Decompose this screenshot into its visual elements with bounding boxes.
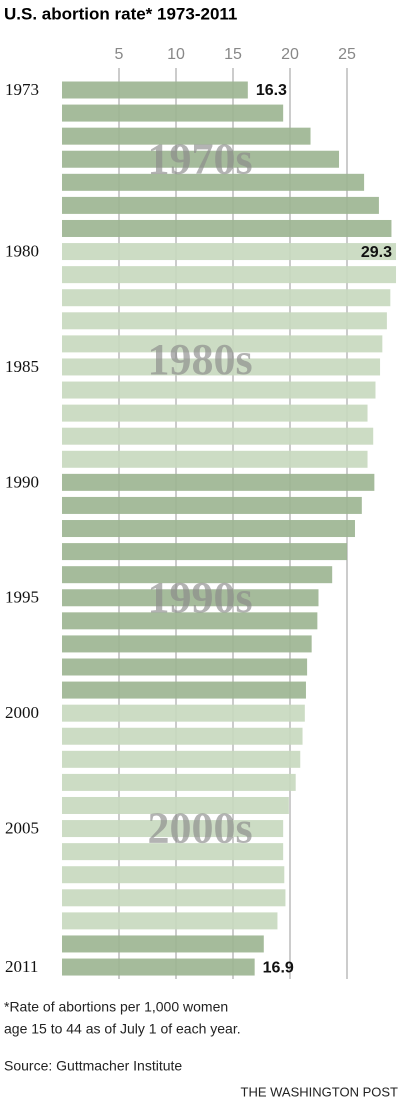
- bar: [62, 219, 392, 237]
- bar: [62, 473, 375, 491]
- y-tick-label: 1980: [5, 241, 39, 260]
- bar: [62, 520, 355, 538]
- bar: [62, 704, 305, 722]
- x-tick-label: 10: [167, 46, 185, 63]
- bar: [62, 912, 278, 930]
- x-tick-label: 5: [115, 46, 124, 63]
- decade-label: 1980s: [147, 335, 252, 384]
- bar: [62, 450, 368, 468]
- bar: [62, 750, 301, 768]
- y-tick-label: 2000: [5, 703, 39, 722]
- bar: [62, 681, 306, 699]
- bar: [62, 127, 311, 145]
- bar: [62, 173, 365, 191]
- value-label: 16.9: [263, 959, 294, 976]
- credit: THE WASHINGTON POST: [241, 1084, 399, 1099]
- source: Source: Guttmacher Institute: [4, 1058, 182, 1074]
- y-tick-label: 1995: [5, 588, 39, 607]
- bar: [62, 196, 379, 214]
- value-label: 16.3: [256, 82, 287, 99]
- bar: [62, 958, 255, 976]
- y-tick-label: 2005: [5, 818, 39, 837]
- bar: [62, 658, 308, 676]
- bar: [62, 404, 368, 422]
- y-tick-label: 1973: [5, 80, 39, 99]
- bar: [62, 427, 374, 445]
- value-label: 29.3: [361, 244, 392, 261]
- bar: [62, 335, 383, 353]
- y-tick-label: 1990: [5, 472, 39, 491]
- bar: [62, 635, 312, 653]
- bar: [62, 289, 391, 307]
- decade-label: 1970s: [147, 134, 252, 183]
- bar: [62, 935, 264, 953]
- bar: [62, 358, 381, 376]
- bar: [62, 266, 397, 284]
- bar: [62, 889, 286, 907]
- footnote: *Rate of abortions per 1,000 women: [4, 999, 228, 1015]
- x-tick-label: 15: [224, 46, 242, 63]
- x-tick-label: 20: [281, 46, 299, 63]
- bar: [62, 796, 289, 814]
- bar: [62, 773, 296, 791]
- bar: [62, 150, 340, 168]
- bar: [62, 589, 319, 607]
- y-tick-label: 1985: [5, 357, 39, 376]
- bar: [62, 381, 376, 399]
- x-tick-label: 25: [338, 46, 356, 63]
- bar: [62, 843, 284, 861]
- bar: [62, 727, 303, 745]
- bar: [62, 496, 362, 514]
- decade-label: 1990s: [147, 573, 252, 622]
- bar: [62, 243, 397, 261]
- bar: [62, 866, 285, 884]
- bar: [62, 820, 284, 838]
- bar: [62, 104, 284, 122]
- bar: [62, 543, 347, 561]
- y-tick-label: 2011: [5, 957, 38, 976]
- footnote: age 15 to 44 as of July 1 of each year.: [4, 1021, 241, 1037]
- bar: [62, 566, 333, 584]
- chart-title: U.S. abortion rate* 1973-2011: [4, 4, 237, 23]
- decade-label: 2000s: [147, 804, 252, 853]
- bar: [62, 81, 248, 99]
- bar: [62, 612, 318, 630]
- bar: [62, 312, 387, 330]
